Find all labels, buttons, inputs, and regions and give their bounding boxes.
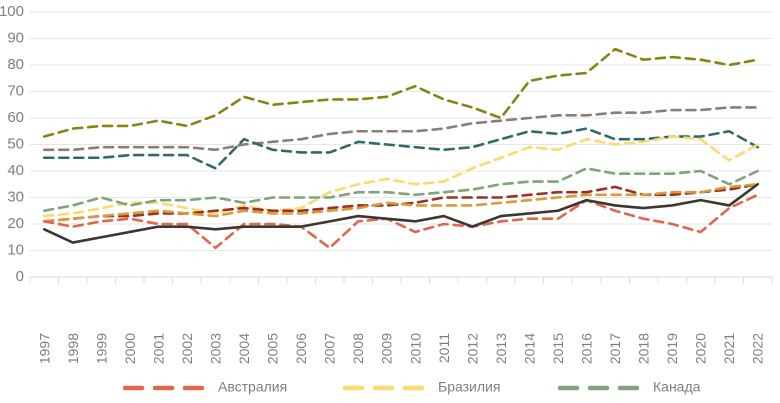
- y-tick-label-30: 30: [7, 188, 24, 205]
- y-tick-label-20: 20: [7, 215, 24, 232]
- y-tick-label-40: 40: [7, 162, 24, 179]
- x-tick-label-2005: 2005: [265, 333, 281, 364]
- series-line-series-orange: [42, 182, 760, 223]
- x-tick-label-2020: 2020: [693, 333, 709, 364]
- y-gridlines: [30, 11, 772, 278]
- x-axis-ticks: [29, 277, 773, 283]
- x-tick-label-2010: 2010: [407, 333, 423, 364]
- series-line-series-maroon: [42, 182, 760, 223]
- y-tick-label-100: 100: [0, 3, 24, 20]
- x-tick-label-2015: 2015: [550, 333, 566, 364]
- x-tick-label-2016: 2016: [579, 333, 595, 364]
- series-line-series-canada: [42, 167, 760, 213]
- series-line-series-taupe: [42, 106, 760, 152]
- series-line-series-australia: [42, 193, 760, 250]
- x-tick-label-1998: 1998: [65, 333, 81, 364]
- x-tick-label-2002: 2002: [179, 333, 195, 364]
- x-tick-label-2001: 2001: [150, 333, 166, 364]
- y-tick-label-50: 50: [7, 135, 24, 152]
- chart-legend: Австралия Бразилия Канада: [122, 379, 701, 395]
- x-tick-label-2013: 2013: [493, 333, 509, 364]
- x-tick-label-2011: 2011: [436, 333, 452, 363]
- x-tick-label-2003: 2003: [208, 333, 224, 364]
- x-tick-label-2018: 2018: [636, 333, 652, 364]
- legend-label-Канада: Канада: [653, 379, 701, 395]
- x-tick-label-2004: 2004: [236, 333, 252, 364]
- x-tick-label-2007: 2007: [322, 333, 338, 364]
- x-tick-label-2014: 2014: [521, 333, 537, 364]
- series-line-series-black-solid: [42, 182, 760, 244]
- x-tick-label-2000: 2000: [122, 333, 138, 364]
- x-tick-label-1997: 1997: [36, 333, 52, 364]
- y-tick-label-80: 80: [7, 56, 24, 73]
- x-tick-label-2008: 2008: [350, 333, 366, 364]
- x-tick-label-2006: 2006: [293, 333, 309, 364]
- series-line-series-teal: [42, 127, 760, 170]
- x-tick-label-2019: 2019: [664, 333, 680, 364]
- legend-label-Бразилия: Бразилия: [438, 379, 500, 395]
- series-line-series-olive: [42, 47, 760, 138]
- x-tick-label-2012: 2012: [464, 333, 480, 364]
- x-tick-label-2009: 2009: [379, 333, 395, 364]
- y-tick-label-60: 60: [7, 109, 24, 126]
- x-tick-label-2017: 2017: [607, 333, 623, 364]
- y-tick-label-10: 10: [7, 241, 24, 258]
- series-line-series-brazil: [42, 135, 760, 218]
- y-tick-label-70: 70: [7, 82, 24, 99]
- x-tick-label-1999: 1999: [93, 333, 109, 364]
- legend-item-Бразилия[interactable]: Бразилия: [342, 379, 500, 395]
- legend-item-Австралия[interactable]: Австралия: [122, 379, 287, 395]
- y-tick-label-90: 90: [7, 29, 24, 46]
- legend-item-Канада[interactable]: Канада: [557, 379, 701, 395]
- legend-label-Австралия: Австралия: [218, 379, 287, 395]
- y-axis-labels: 0 10 20 30 40 50 60 70 80 90 100: [0, 3, 24, 285]
- y-tick-label-0: 0: [16, 268, 24, 285]
- series-group: [42, 47, 760, 250]
- x-tick-label-2021: 2021: [721, 333, 737, 364]
- x-axis-labels: 1997 1998 1999 2000 2001 2002 2003 2004 2005 2006…: [36, 333, 765, 364]
- x-tick-label-2022: 2022: [750, 333, 766, 364]
